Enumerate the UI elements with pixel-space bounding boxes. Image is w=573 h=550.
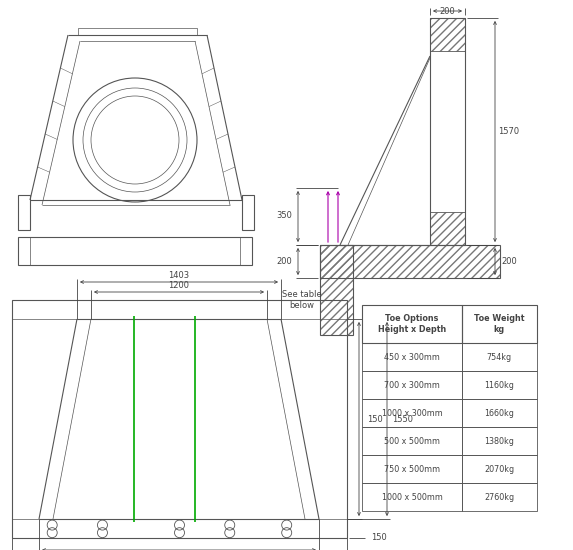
Bar	[362, 483, 462, 511]
Text: 1403: 1403	[168, 272, 190, 280]
Bar	[12, 300, 347, 538]
Text: 1660kg: 1660kg	[484, 409, 514, 417]
Text: See table
below: See table below	[282, 290, 322, 310]
Bar	[320, 245, 353, 335]
Bar	[18, 195, 30, 230]
Text: 450 x 300mm: 450 x 300mm	[384, 353, 440, 361]
Bar	[320, 245, 500, 278]
Text: 150: 150	[371, 534, 387, 542]
Bar	[462, 343, 537, 371]
Text: 1550: 1550	[393, 415, 414, 424]
Bar	[430, 212, 465, 245]
Bar	[462, 483, 537, 511]
Bar	[462, 455, 537, 483]
Bar	[242, 195, 254, 230]
Text: 1000 x 500mm: 1000 x 500mm	[382, 492, 442, 502]
Text: 1200: 1200	[168, 282, 190, 290]
Bar	[462, 305, 537, 343]
Bar	[362, 371, 462, 399]
Bar	[462, 427, 537, 455]
Text: 750 x 500mm: 750 x 500mm	[384, 465, 440, 474]
Text: 150: 150	[367, 415, 383, 424]
Bar	[18, 237, 252, 265]
Bar	[462, 399, 537, 427]
Text: 200: 200	[501, 256, 517, 266]
Text: Toe Weight
kg: Toe Weight kg	[474, 314, 524, 334]
Text: 200: 200	[439, 7, 456, 15]
Text: Toe Options
Height x Depth: Toe Options Height x Depth	[378, 314, 446, 334]
Text: 350: 350	[276, 212, 292, 221]
Bar	[430, 18, 465, 245]
Text: 700 x 300mm: 700 x 300mm	[384, 381, 440, 389]
Bar	[362, 427, 462, 455]
Bar	[78, 28, 197, 35]
Bar	[362, 305, 462, 343]
Text: 1380kg: 1380kg	[484, 437, 514, 446]
Bar	[362, 455, 462, 483]
Text: 200: 200	[276, 256, 292, 266]
Bar	[462, 371, 537, 399]
Text: 1000 x 300mm: 1000 x 300mm	[382, 409, 442, 417]
Text: 2070kg: 2070kg	[484, 465, 514, 474]
Bar	[362, 399, 462, 427]
Bar	[362, 343, 462, 371]
Text: 1160kg: 1160kg	[484, 381, 514, 389]
Text: 754kg: 754kg	[486, 353, 512, 361]
Text: 2760kg: 2760kg	[484, 492, 514, 502]
Text: 1570: 1570	[499, 126, 520, 135]
Bar	[430, 18, 465, 51]
Text: 500 x 500mm: 500 x 500mm	[384, 437, 440, 446]
